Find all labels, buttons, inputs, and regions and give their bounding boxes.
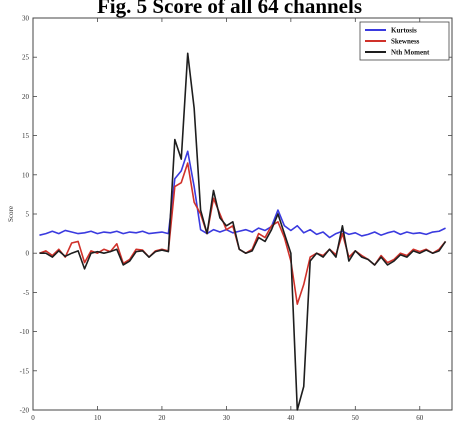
series-line-nth-moment bbox=[39, 52, 447, 411]
legend-label: Kurtosis bbox=[391, 27, 417, 35]
y-tick-label: 15 bbox=[22, 132, 30, 140]
y-tick-label: 5 bbox=[26, 211, 30, 219]
y-tick-label: -20 bbox=[20, 407, 30, 415]
x-axis-ticks: 0 10 20 30 40 50 60 bbox=[31, 18, 424, 422]
x-tick-label: 20 bbox=[158, 414, 166, 422]
x-tick-label: 10 bbox=[94, 414, 102, 422]
y-axis-label: Score bbox=[7, 206, 15, 222]
x-tick-label: 0 bbox=[31, 414, 35, 422]
y-axis-ticks: -20 -15 -10 -5 0 5 10 15 20 25 30 bbox=[20, 15, 452, 415]
plot-frame bbox=[32, 17, 453, 411]
y-tick-label: -15 bbox=[20, 367, 30, 375]
series-lines bbox=[39, 52, 447, 411]
y-tick-label: 30 bbox=[22, 15, 30, 23]
x-tick-label: 50 bbox=[352, 414, 360, 422]
x-tick-label: 30 bbox=[223, 414, 231, 422]
legend-label: Skewness bbox=[391, 38, 420, 46]
x-tick-label: 40 bbox=[287, 414, 295, 422]
y-tick-label: 25 bbox=[22, 54, 30, 62]
y-tick-label: -5 bbox=[23, 289, 29, 297]
legend: Kurtosis Skewness Nth Moment bbox=[359, 21, 450, 61]
y-tick-label: 10 bbox=[22, 171, 30, 179]
y-tick-label: 20 bbox=[22, 93, 30, 101]
figure-title: Fig. 5 Score of all 64 channels bbox=[96, 0, 363, 18]
plot-area bbox=[32, 17, 453, 411]
y-tick-label: -10 bbox=[20, 328, 30, 336]
x-tick-label: 60 bbox=[416, 414, 424, 422]
series-line-kurtosis bbox=[39, 150, 446, 239]
legend-label: Nth Moment bbox=[391, 49, 430, 57]
y-tick-label: 0 bbox=[26, 250, 30, 258]
